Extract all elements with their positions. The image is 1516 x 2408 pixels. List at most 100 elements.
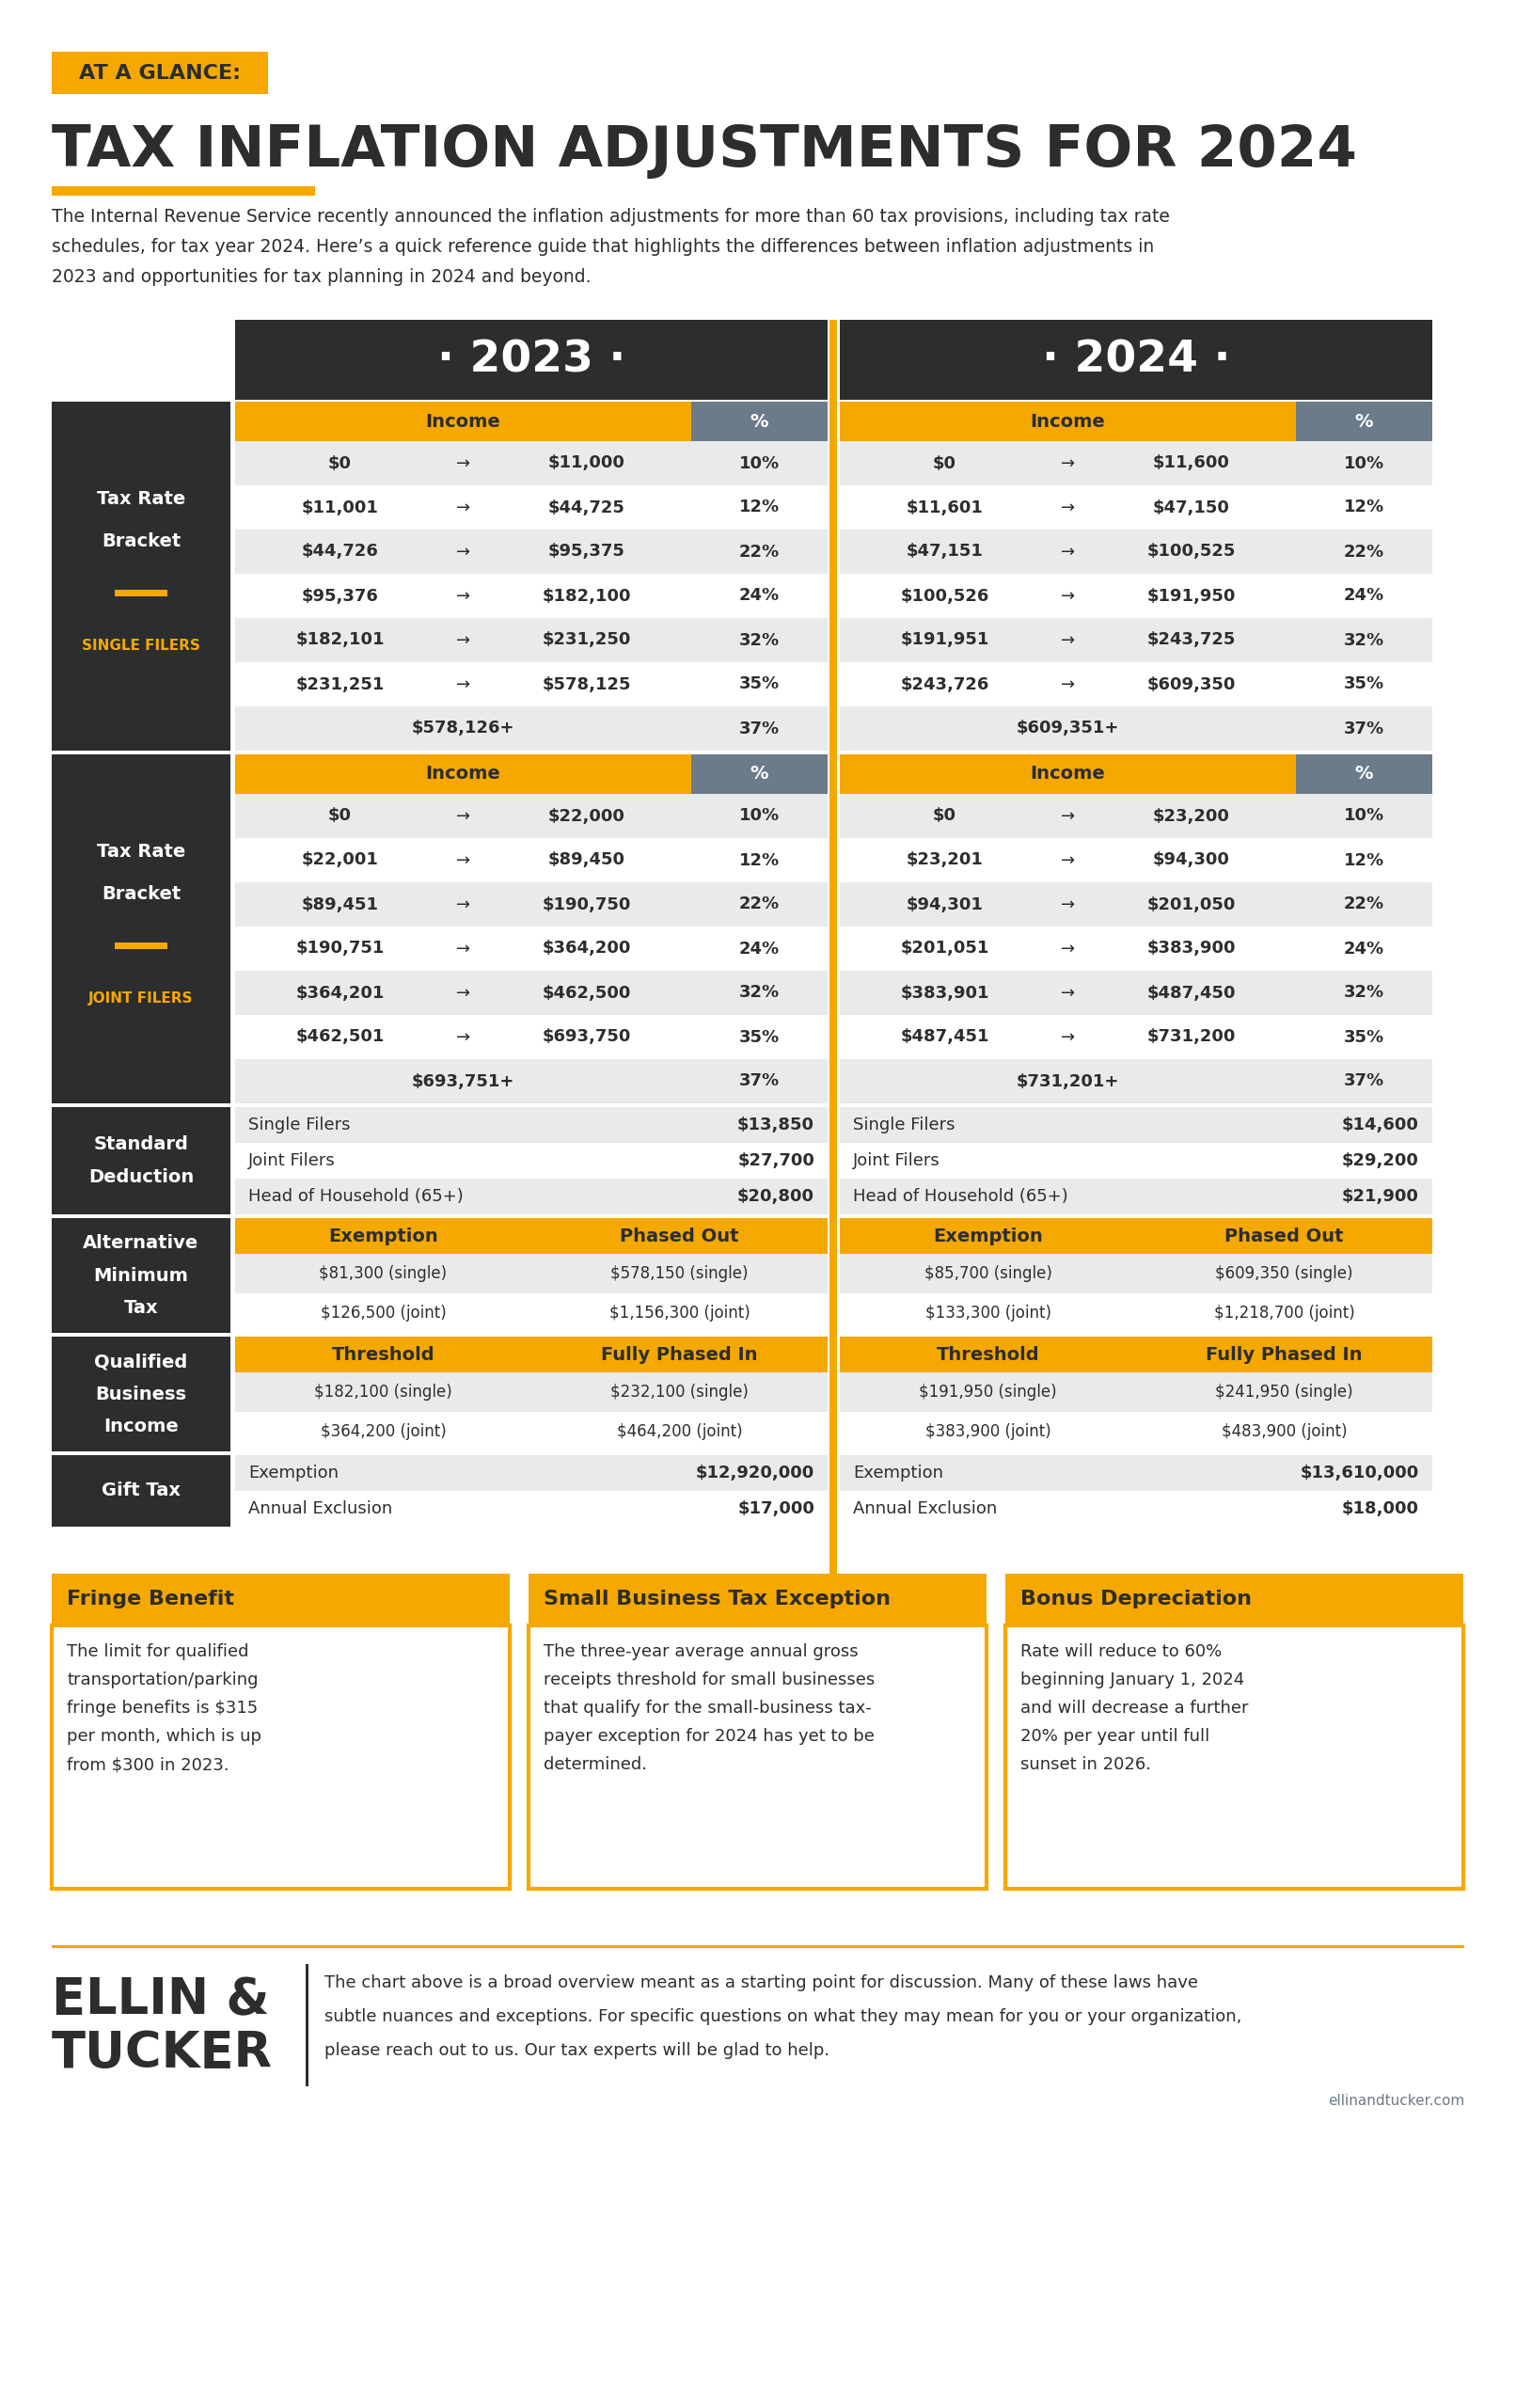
Text: Fully Phased In: Fully Phased In: [602, 1346, 758, 1363]
Bar: [840, 441, 1296, 486]
Text: 2023 and opportunities for tax planning in 2024 and beyond.: 2023 and opportunities for tax planning …: [52, 267, 591, 287]
Text: TAX INFLATION ADJUSTMENTS FOR 2024: TAX INFLATION ADJUSTMENTS FOR 2024: [52, 123, 1357, 178]
Text: Bracket: Bracket: [102, 886, 180, 903]
Text: →: →: [1061, 677, 1075, 694]
Text: $14,600: $14,600: [1342, 1117, 1419, 1134]
Bar: [52, 1336, 230, 1452]
Text: ellinandtucker.com: ellinandtucker.com: [1328, 2093, 1464, 2107]
Text: $21,900: $21,900: [1342, 1187, 1419, 1204]
Text: $85,700 (single): $85,700 (single): [925, 1264, 1052, 1281]
Text: from $300 in 2023.: from $300 in 2023.: [67, 1755, 229, 1772]
Text: →: →: [456, 1028, 470, 1045]
Text: $231,250: $231,250: [541, 631, 631, 648]
Text: Income: Income: [1031, 412, 1105, 431]
Text: $18,000: $18,000: [1342, 1500, 1419, 1517]
Text: 32%: 32%: [740, 631, 779, 648]
Text: 35%: 35%: [1343, 677, 1384, 694]
Bar: [1296, 486, 1433, 530]
Bar: [235, 1454, 828, 1491]
Bar: [115, 944, 167, 949]
Text: $23,201: $23,201: [907, 852, 984, 869]
Text: →: →: [456, 896, 470, 913]
Text: Joint Filers: Joint Filers: [854, 1153, 940, 1170]
Text: $191,950 (single): $191,950 (single): [919, 1385, 1057, 1401]
Bar: [1296, 530, 1433, 573]
Bar: [235, 1411, 531, 1452]
Text: $100,526: $100,526: [901, 588, 988, 604]
Bar: [235, 1336, 531, 1373]
Bar: [1296, 881, 1433, 927]
Text: Exemption: Exemption: [854, 1464, 943, 1481]
Bar: [1296, 1014, 1433, 1060]
Bar: [235, 573, 691, 619]
Text: →: →: [1061, 544, 1075, 561]
Text: 12%: 12%: [740, 498, 779, 515]
Text: sunset in 2026.: sunset in 2026.: [1020, 1755, 1151, 1772]
Bar: [691, 838, 828, 881]
Text: $364,201: $364,201: [296, 985, 385, 1002]
Bar: [1135, 1336, 1433, 1373]
Text: 32%: 32%: [1343, 985, 1384, 1002]
Text: $383,900: $383,900: [1146, 939, 1236, 956]
Text: Income: Income: [426, 412, 500, 431]
Bar: [235, 441, 691, 486]
Bar: [235, 486, 691, 530]
Bar: [235, 970, 691, 1014]
Bar: [1296, 838, 1433, 881]
Text: $609,350: $609,350: [1146, 677, 1236, 694]
Text: $1,218,700 (joint): $1,218,700 (joint): [1214, 1305, 1355, 1322]
Text: %: %: [750, 766, 769, 783]
Text: $22,001: $22,001: [302, 852, 379, 869]
Bar: [52, 754, 230, 1103]
Text: $241,950 (single): $241,950 (single): [1216, 1385, 1354, 1401]
Text: 24%: 24%: [1343, 588, 1384, 604]
Text: →: →: [456, 544, 470, 561]
Text: $243,725: $243,725: [1146, 631, 1236, 648]
Text: 24%: 24%: [740, 588, 779, 604]
Text: $243,726: $243,726: [901, 677, 988, 694]
Text: $578,126+: $578,126+: [412, 720, 514, 737]
Text: JOINT FILERS: JOINT FILERS: [88, 992, 194, 1007]
Bar: [1296, 573, 1433, 619]
Bar: [1296, 927, 1433, 970]
Bar: [840, 320, 1433, 400]
Bar: [1005, 1625, 1463, 1888]
Bar: [691, 706, 828, 751]
Text: Exemption: Exemption: [932, 1228, 1043, 1245]
Text: Standard: Standard: [94, 1137, 188, 1153]
Text: Exemption: Exemption: [329, 1228, 438, 1245]
Text: →: →: [456, 939, 470, 956]
Text: $464,200 (joint): $464,200 (joint): [617, 1423, 743, 1440]
Bar: [235, 1014, 691, 1060]
Text: ELLIN &: ELLIN &: [52, 1975, 270, 2025]
Text: 32%: 32%: [1343, 631, 1384, 648]
Bar: [235, 402, 691, 441]
Bar: [306, 1965, 308, 2085]
Bar: [691, 441, 828, 486]
Text: $47,150: $47,150: [1152, 498, 1229, 515]
Bar: [840, 1373, 1135, 1411]
Text: $487,450: $487,450: [1146, 985, 1236, 1002]
Text: $483,900 (joint): $483,900 (joint): [1222, 1423, 1348, 1440]
Text: $44,726: $44,726: [302, 544, 379, 561]
Bar: [691, 1060, 828, 1103]
Bar: [235, 1491, 828, 1527]
Bar: [52, 51, 268, 94]
Text: $191,950: $191,950: [1146, 588, 1236, 604]
Text: Income: Income: [103, 1418, 179, 1435]
Text: →: →: [1061, 631, 1075, 648]
Text: 20% per year until full: 20% per year until full: [1020, 1729, 1210, 1746]
Text: %: %: [750, 412, 769, 431]
Text: that qualify for the small-business tax-: that qualify for the small-business tax-: [544, 1700, 872, 1717]
Text: Exemption: Exemption: [249, 1464, 338, 1481]
Text: $0: $0: [932, 455, 957, 472]
Bar: [840, 402, 1296, 441]
Text: $364,200: $364,200: [541, 939, 631, 956]
Text: $100,525: $100,525: [1146, 544, 1236, 561]
Text: $578,150 (single): $578,150 (single): [611, 1264, 749, 1281]
Text: receipts threshold for small businesses: receipts threshold for small businesses: [544, 1671, 875, 1688]
Text: $731,200: $731,200: [1146, 1028, 1236, 1045]
Bar: [691, 795, 828, 838]
Text: $232,100 (single): $232,100 (single): [611, 1385, 749, 1401]
Bar: [691, 619, 828, 662]
